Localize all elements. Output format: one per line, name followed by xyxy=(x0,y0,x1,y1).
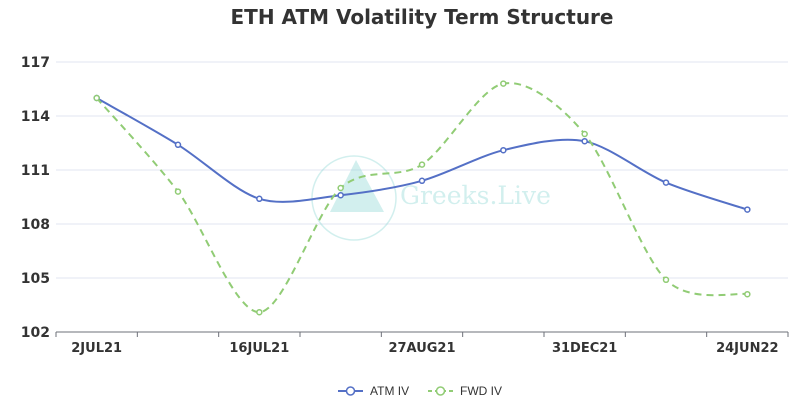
data-point[interactable] xyxy=(93,94,100,102)
y-tick-label: 114 xyxy=(21,109,50,125)
data-point[interactable] xyxy=(337,184,344,192)
y-tick-label: 111 xyxy=(21,163,50,179)
y-tick-label: 102 xyxy=(21,325,50,341)
watermark: Greeks.Live xyxy=(311,155,551,241)
data-point[interactable] xyxy=(744,206,751,213)
data-point[interactable] xyxy=(662,276,670,284)
data-point[interactable] xyxy=(418,161,426,168)
x-tick-label: 31DEC21 xyxy=(552,341,617,356)
data-point[interactable] xyxy=(174,188,182,195)
x-tick-label: 16JUL21 xyxy=(229,341,289,356)
data-point[interactable] xyxy=(744,290,751,298)
x-tick-label: 24JUN22 xyxy=(716,341,778,356)
data-point[interactable] xyxy=(500,146,507,154)
x-tick-label: 27AUG21 xyxy=(388,341,455,356)
data-point[interactable] xyxy=(256,308,263,316)
legend-marker-icon xyxy=(345,386,356,396)
y-tick-label: 117 xyxy=(21,55,50,71)
legend-label: ATM IV xyxy=(370,384,409,398)
axes: 2JUL21 16JUL21 27AUG21 31DEC21 24JUN22 xyxy=(55,331,789,356)
data-point[interactable] xyxy=(581,137,588,145)
watermark-logo-icon xyxy=(330,160,384,212)
data-point[interactable] xyxy=(174,141,182,149)
legend-item[interactable]: ATM IV xyxy=(338,384,409,398)
data-point[interactable] xyxy=(337,191,344,199)
legend[interactable]: ATM IV FWD IV xyxy=(338,384,502,398)
data-point[interactable] xyxy=(662,179,670,186)
watermark-text: Greeks.Live xyxy=(400,181,551,210)
grid: 102 105 108 111 114 117 xyxy=(21,55,788,341)
series-fwd-iv xyxy=(93,80,751,316)
legend-item[interactable]: FWD IV xyxy=(428,384,502,398)
watermark-circle xyxy=(311,155,397,241)
x-tick-label: 2JUL21 xyxy=(71,341,122,356)
data-point[interactable] xyxy=(581,130,588,138)
data-point[interactable] xyxy=(500,80,507,87)
data-point[interactable] xyxy=(418,177,426,185)
chart-title: ETH ATM Volatility Term Structure xyxy=(231,5,614,29)
y-tick-label: 105 xyxy=(21,271,50,287)
legend-marker-icon xyxy=(435,386,446,396)
series-layer xyxy=(93,80,751,316)
y-tick-label: 108 xyxy=(21,217,50,233)
legend-label: FWD IV xyxy=(460,384,502,398)
data-point[interactable] xyxy=(256,195,263,203)
